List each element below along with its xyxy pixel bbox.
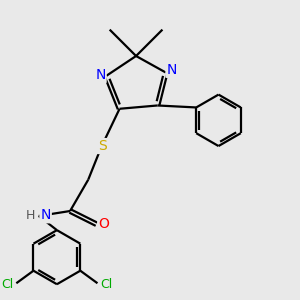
Text: O: O	[98, 217, 109, 231]
Text: Cl: Cl	[100, 278, 113, 291]
Text: N: N	[95, 68, 106, 82]
Text: H: H	[26, 209, 35, 223]
Text: N: N	[167, 63, 177, 77]
Text: S: S	[98, 139, 106, 153]
Text: N: N	[40, 208, 51, 222]
Text: Cl: Cl	[1, 278, 13, 291]
